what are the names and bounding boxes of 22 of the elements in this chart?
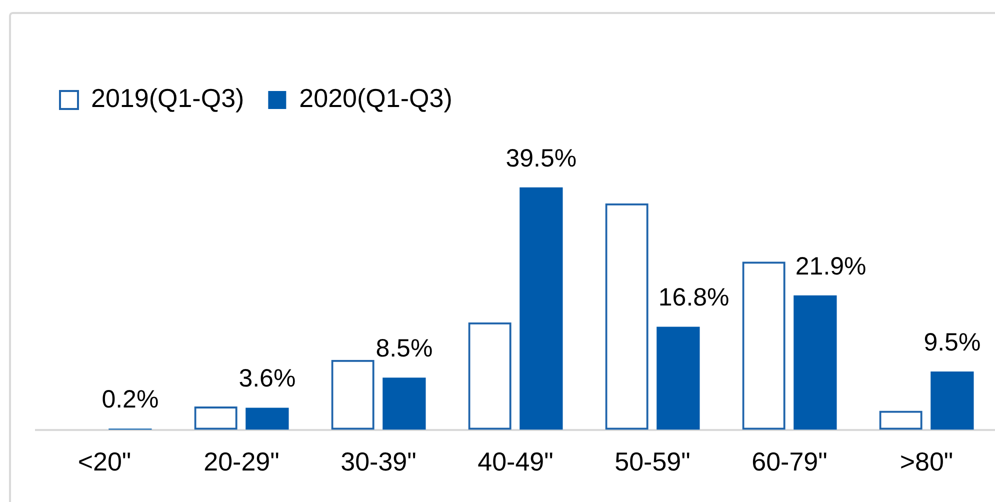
x-tick-label: <20" (78, 446, 132, 477)
data-label: 21.9% (795, 252, 866, 280)
data-label: 9.5% (924, 328, 981, 357)
bar (930, 372, 974, 430)
data-label: 8.5% (376, 334, 433, 363)
bar (520, 187, 563, 430)
data-label: 3.6% (238, 364, 296, 393)
data-label: 39.5% (506, 144, 577, 172)
x-tick-label: 60-79" (752, 446, 828, 477)
data-label: 0.2% (102, 386, 159, 414)
legend-label: 2019(Q1-Q3) (91, 83, 244, 114)
legend-label: 2020(Q1-Q3) (299, 83, 452, 114)
x-tick-label: 20-29" (204, 446, 280, 477)
data-label: 16.8% (658, 284, 730, 312)
bar (794, 295, 837, 430)
x-tick-label: >80" (900, 446, 954, 477)
x-tick-label: 40-49" (478, 446, 554, 477)
bar (656, 326, 700, 430)
x-tick-label: 30-39" (340, 446, 416, 477)
x-tick-label: 50-59" (614, 446, 690, 477)
bar (246, 408, 289, 430)
bar (382, 378, 426, 430)
